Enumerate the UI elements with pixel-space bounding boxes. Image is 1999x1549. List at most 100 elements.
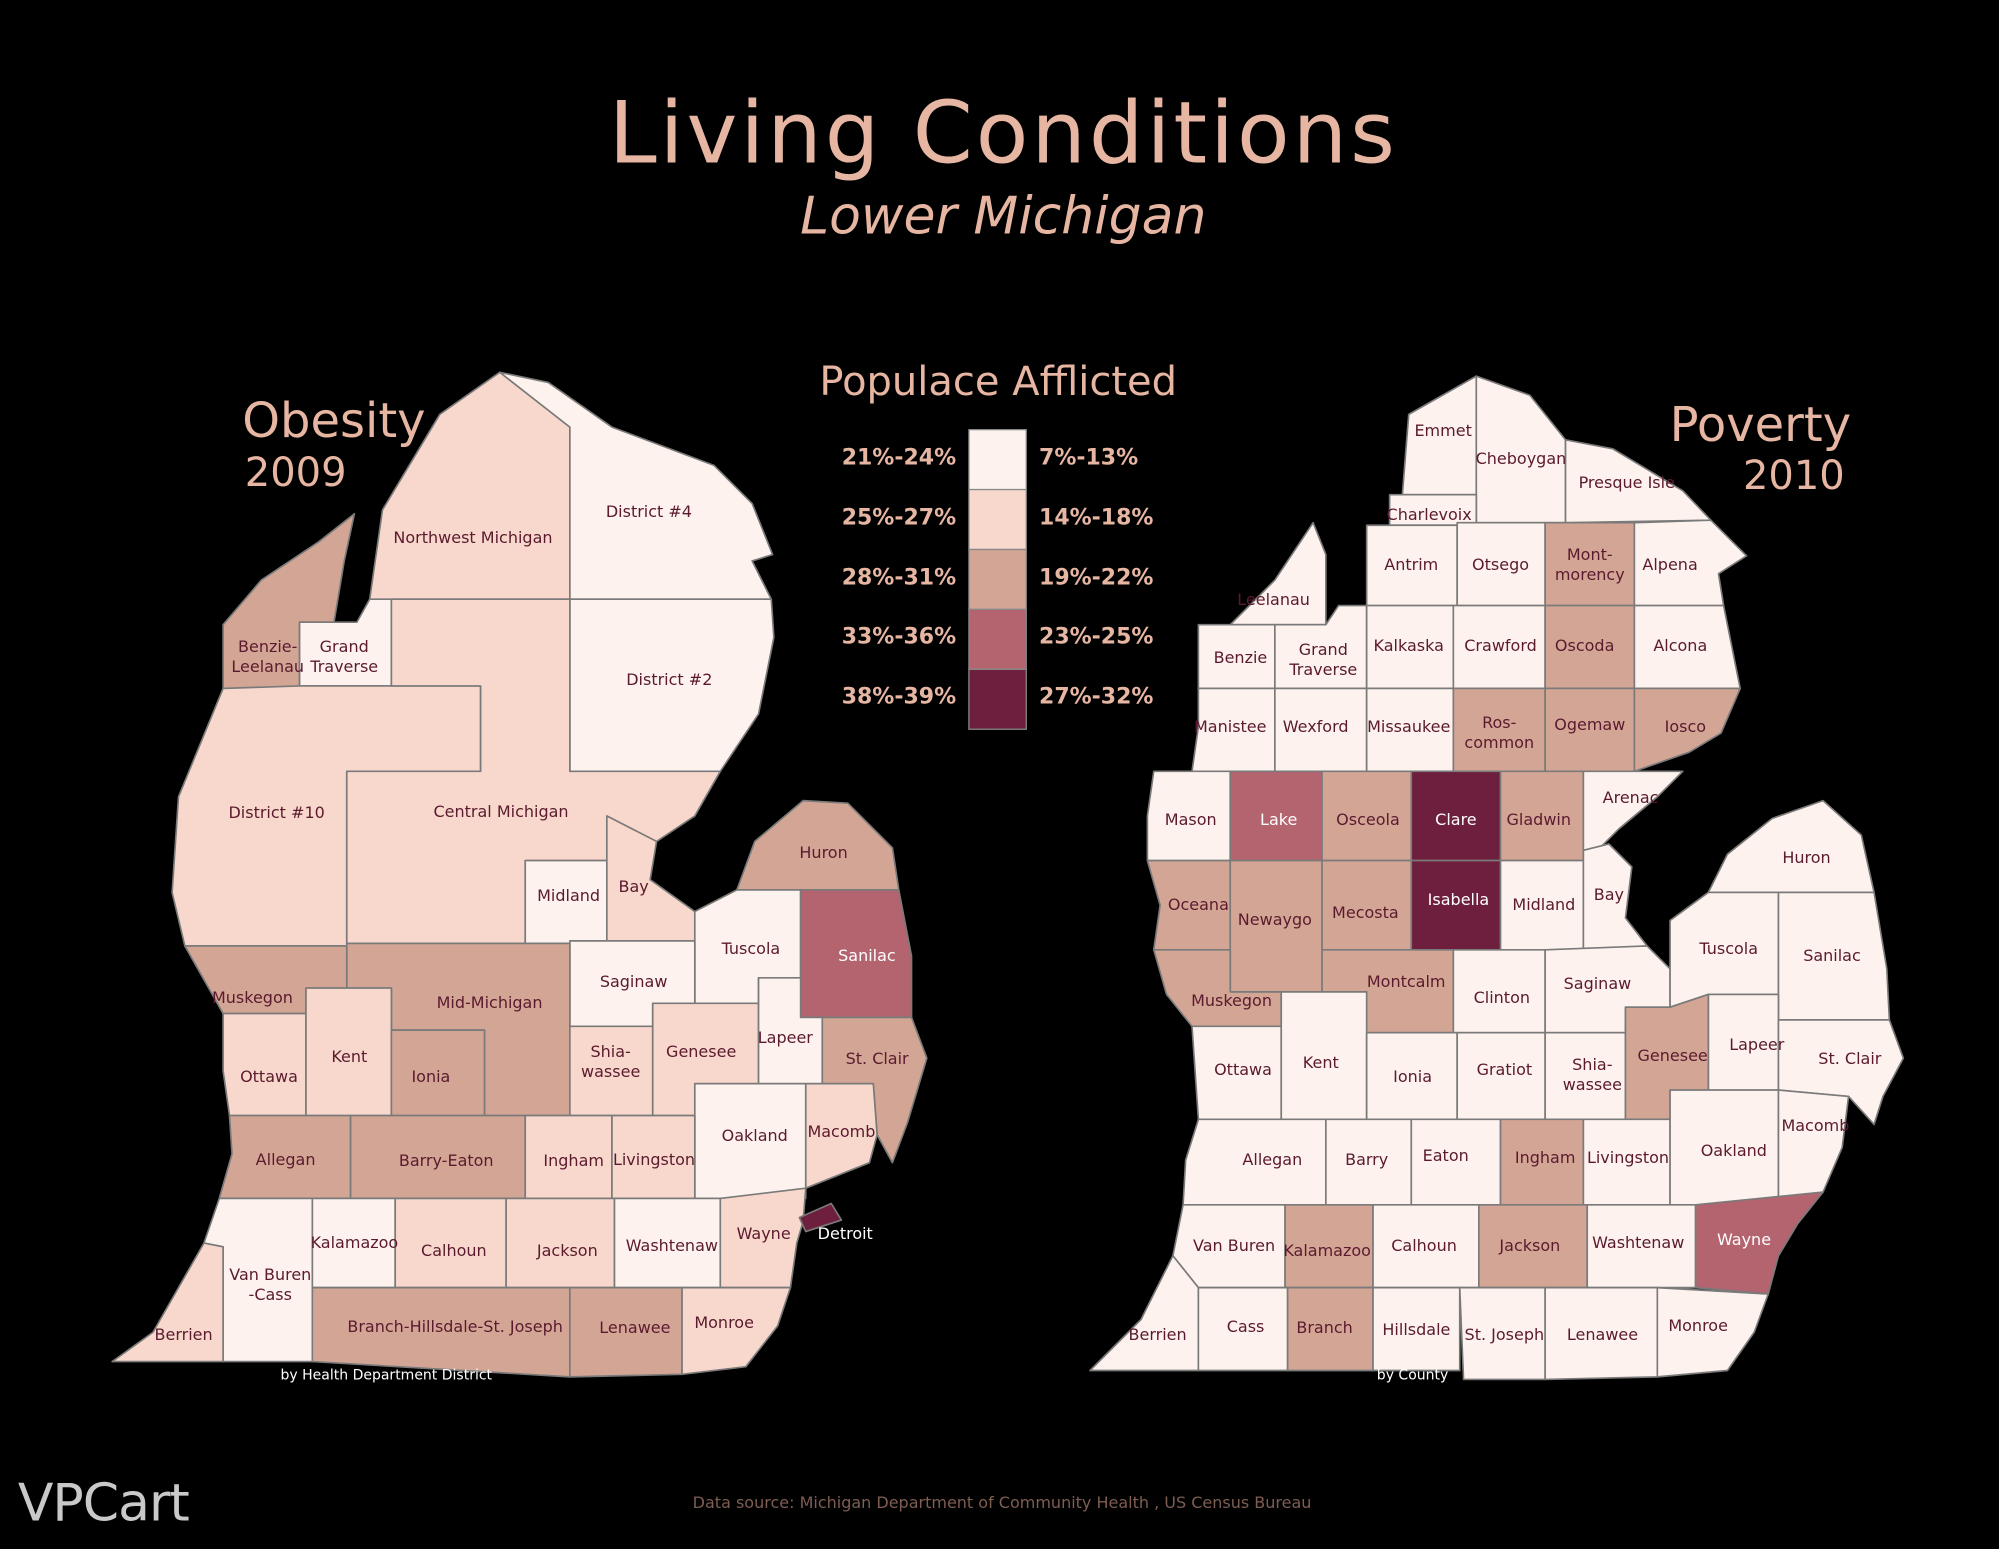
region-label: Lake [1260, 809, 1298, 829]
map-title: Obesity [242, 392, 426, 449]
region-label: Bay [1593, 884, 1624, 904]
region-label: Gladwin [1506, 809, 1572, 829]
region-label: Montcalm [1366, 971, 1446, 991]
region-label: Shia- wassee [581, 1041, 641, 1081]
region-label: Isabella [1427, 890, 1490, 910]
map-title: Poverty [1669, 396, 1852, 453]
legend-label: 14%-18% [1039, 504, 1154, 530]
region-label: Charlevoix [1386, 505, 1472, 525]
legend-label: 25%-27% [841, 504, 957, 530]
region-label: Macomb [1781, 1115, 1850, 1135]
region-label: Grand Traverse [1289, 640, 1358, 680]
region-label: Tuscola [721, 938, 781, 958]
region-label: Lapeer [1729, 1035, 1785, 1055]
region-label: Central Michigan [433, 802, 569, 822]
region-label: Crawford [1464, 636, 1537, 656]
legend-label: 7%-13% [1039, 444, 1139, 470]
legend-label: 21%-24% [841, 444, 957, 470]
region [1656, 1286, 1770, 1378]
region-label: Barry [1345, 1150, 1389, 1170]
legend-label: 27%-32% [1039, 684, 1154, 710]
legend-title: Populace Afflicted [819, 359, 1178, 406]
region [1564, 439, 1712, 524]
region-label: Lenawee [599, 1318, 671, 1338]
region-label: Cheboygan [1475, 448, 1567, 468]
region-label: Berrien [1128, 1324, 1187, 1344]
region-label: Iosco [1664, 716, 1707, 736]
region-label: Midland [537, 886, 601, 906]
region-label: Oakland [721, 1125, 788, 1145]
region-label: Eaton [1422, 1146, 1469, 1166]
legend-label: 28%-31% [841, 564, 957, 590]
region [681, 1286, 792, 1376]
legend-label: 33%-36% [841, 624, 957, 650]
region-label: Kent [331, 1046, 368, 1066]
region-label: Lapeer [757, 1027, 813, 1047]
legend-swatch [968, 548, 1027, 611]
region-label: St. Clair [1818, 1049, 1882, 1069]
region-label: Gratiot [1476, 1059, 1533, 1079]
region-label: Tuscola [1699, 938, 1759, 958]
region-label: Newaygo [1237, 910, 1312, 930]
subtitle: Lower Michigan [800, 186, 1207, 247]
region-label: Monroe [694, 1313, 754, 1333]
region-label: Huron [1782, 847, 1831, 867]
region-label: Barry-Eaton [398, 1151, 494, 1171]
region-label: Macomb [807, 1122, 876, 1142]
region-label: Huron [799, 842, 848, 862]
region-label: Clare [1435, 809, 1477, 829]
region-label: Mid-Michigan [436, 993, 543, 1013]
region-label: Ingham [1514, 1147, 1576, 1167]
region-label: Midland [1512, 895, 1576, 915]
region [1633, 687, 1742, 773]
region-label: Kent [1302, 1053, 1339, 1073]
region-label: Washtenaw [1592, 1233, 1685, 1252]
region-label: Jackson [536, 1240, 598, 1260]
region-label: Branch-Hillsdale-St. Joseph [347, 1317, 563, 1337]
region-label: Ottawa [1214, 1059, 1272, 1079]
region-label: Mont- morency [1554, 544, 1625, 584]
region-label: Ottawa [240, 1067, 298, 1087]
region-label: Sanilac [1803, 946, 1861, 966]
region-label: Kalkaska [1373, 636, 1444, 656]
region-label: Oscoda [1554, 636, 1615, 656]
region-label: Northwest Michigan [393, 527, 553, 547]
region-label: Livingston [1586, 1147, 1670, 1167]
region-label: Allegan [1242, 1150, 1303, 1170]
region-label: Oceana [1167, 895, 1229, 915]
region-label: Arenac [1602, 788, 1659, 808]
region-label: Detroit [817, 1224, 873, 1244]
region-label: Benzie [1213, 647, 1268, 667]
region-label: Kalamazoo [310, 1233, 399, 1252]
region-label: Calhoun [1391, 1235, 1457, 1255]
region-label: Alpena [1642, 554, 1698, 574]
region [1694, 1191, 1824, 1295]
region-label: Jackson [1499, 1235, 1561, 1255]
region-label: Muskegon [1191, 990, 1272, 1010]
region-label: Ionia [1393, 1067, 1432, 1087]
region-label: Calhoun [421, 1240, 487, 1260]
region-label: Emmet [1414, 420, 1472, 440]
region-label: St. Clair [845, 1049, 909, 1069]
source: Data source: Michigan Department of Comm… [692, 1493, 1312, 1513]
region [1089, 1254, 1200, 1372]
region-label: Oakland [1700, 1141, 1767, 1161]
region-label: Genesee [1637, 1045, 1708, 1065]
region-label: Ionia [411, 1067, 451, 1087]
region-label: Manistee [1194, 716, 1267, 736]
legend-label: 19%-22% [1039, 564, 1154, 590]
region-label: District #4 [605, 502, 692, 522]
region-label: Livingston [612, 1150, 696, 1170]
region-label: Cass [1226, 1317, 1265, 1337]
region-label: Benzie- Leelanau [231, 636, 305, 676]
region-label: Ros- common [1464, 713, 1535, 753]
region-label: District #10 [228, 803, 325, 823]
region-label: Monroe [1668, 1315, 1728, 1335]
region [1582, 770, 1684, 852]
region [111, 1242, 224, 1363]
region-label: Mason [1164, 809, 1217, 829]
region-label: Branch [1296, 1318, 1353, 1338]
region-label: Saginaw [1563, 974, 1632, 994]
